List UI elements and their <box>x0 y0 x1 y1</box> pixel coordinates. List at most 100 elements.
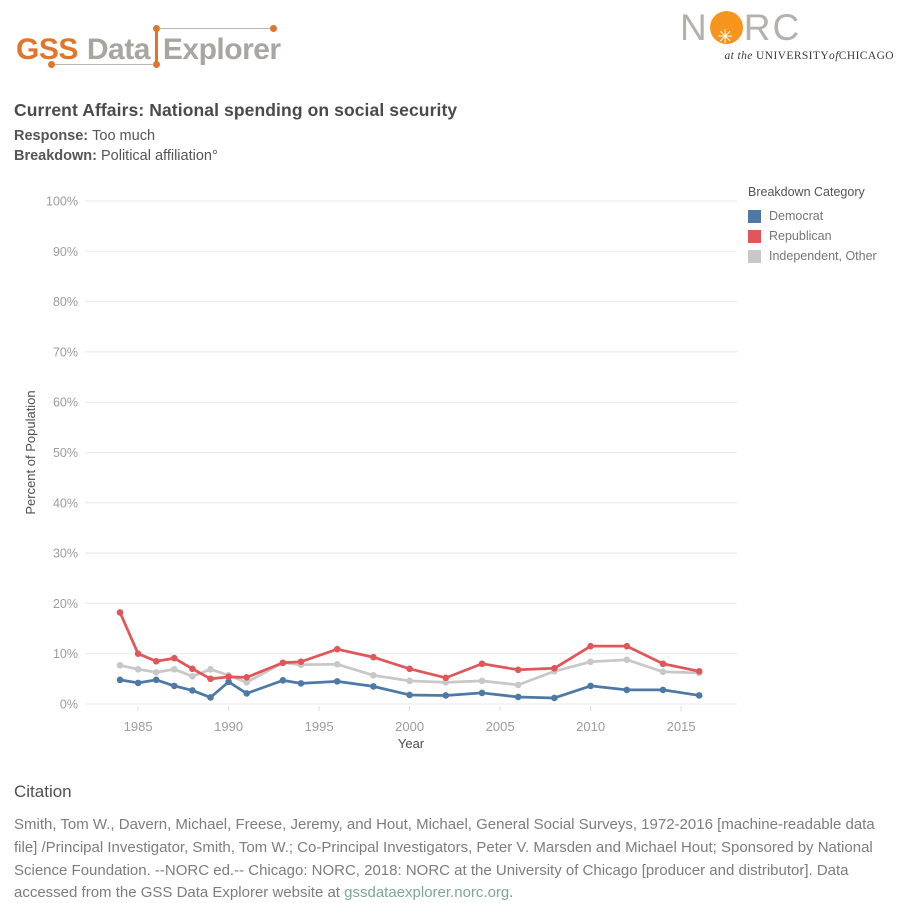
data-point <box>406 691 413 699</box>
data-point <box>623 642 631 650</box>
data-point <box>695 692 703 699</box>
norc-rc-text: RC <box>743 7 802 48</box>
data-point <box>171 682 178 690</box>
logo-gss-text: GSS <box>16 33 78 66</box>
data-point <box>243 674 250 681</box>
data-point <box>478 677 486 685</box>
data-point <box>225 673 232 681</box>
legend-swatch-icon <box>748 249 761 263</box>
data-point <box>152 657 160 665</box>
data-point <box>297 680 305 687</box>
logo-divider-decoration <box>47 25 277 68</box>
data-point <box>333 645 341 653</box>
legend-items: Democrat Republican Independent, Other <box>748 206 908 266</box>
legend-item-republican[interactable]: Republican <box>748 226 908 246</box>
data-point <box>207 665 214 673</box>
y-tick-label: 30% <box>53 547 78 561</box>
y-tick-label: 80% <box>53 295 78 309</box>
y-tick-label: 10% <box>53 647 78 661</box>
data-point <box>333 660 341 668</box>
norc-tagline: at the UNIVERSITYofCHICAGO <box>724 50 894 62</box>
data-point <box>514 681 522 689</box>
title-block: Current Affairs: National spending on so… <box>14 100 754 164</box>
data-point <box>116 676 124 684</box>
data-point <box>442 674 450 682</box>
citation-section: Citation Smith, Tom W., Davern, Michael,… <box>14 782 898 903</box>
data-point <box>478 660 486 668</box>
page-title: Current Affairs: National spending on so… <box>14 100 458 120</box>
data-point <box>551 664 558 672</box>
legend-label: Republican <box>769 229 832 243</box>
data-point <box>659 668 667 676</box>
data-point <box>171 665 178 673</box>
data-point <box>695 668 703 675</box>
breakdown-value: Political affiliation° <box>101 148 218 164</box>
legend-item-independent-other[interactable]: Independent, Other <box>748 246 908 266</box>
data-point <box>152 669 160 676</box>
data-point <box>406 665 413 673</box>
legend-label: Democrat <box>769 209 824 223</box>
chart-area: 0% 10% 20% 30% 40% 50% 60% 70% 80% 90% 100% 1985 199… <box>0 180 911 780</box>
y-tick-label: 60% <box>53 396 78 410</box>
data-point <box>243 690 250 697</box>
data-point <box>116 609 124 616</box>
data-point <box>514 666 522 674</box>
data-point <box>134 650 142 657</box>
data-point <box>370 653 377 661</box>
data-point <box>370 672 377 679</box>
norc-n-text: N <box>680 7 709 48</box>
response-value: Too much <box>92 128 156 144</box>
data-point <box>297 658 305 666</box>
response-row: Response: Too much <box>14 128 754 144</box>
breakdown-label: Breakdown: <box>14 148 97 164</box>
legend-swatch-icon <box>748 229 761 243</box>
y-tick-label: 90% <box>53 245 78 259</box>
legend-swatch-icon <box>748 209 761 223</box>
citation-heading: Citation <box>14 782 72 801</box>
data-point <box>551 694 558 702</box>
norc-logo[interactable]: N ✳ RC at the UNIVERSITYofCHICAGO <box>680 8 894 70</box>
citation-link[interactable]: gssdataexplorer.norc.org <box>344 884 510 902</box>
data-point <box>279 677 287 684</box>
y-tick-label: 70% <box>53 345 78 359</box>
x-tick-label: 2015 <box>667 719 696 734</box>
data-point <box>152 676 160 684</box>
y-tick-label: 100% <box>46 195 78 209</box>
data-point <box>116 661 124 669</box>
data-point <box>370 683 377 690</box>
data-point <box>134 665 142 673</box>
data-point <box>189 665 196 673</box>
data-point <box>207 675 214 683</box>
data-point <box>442 692 450 699</box>
data-point <box>623 656 631 664</box>
response-label: Response: <box>14 128 89 144</box>
y-tick-label: 50% <box>53 446 78 460</box>
data-point <box>587 642 594 650</box>
logo-data-text: Data <box>86 33 151 66</box>
x-tick-label: 1990 <box>214 719 243 734</box>
data-point <box>207 694 214 701</box>
data-point <box>659 660 667 668</box>
data-point <box>171 654 178 662</box>
data-point <box>243 679 250 686</box>
legend-item-democrat[interactable]: Democrat <box>748 206 908 226</box>
gss-data-explorer-logo[interactable]: GSS Data Explorer <box>16 12 286 76</box>
y-tick-label: 0% <box>60 698 78 712</box>
line-chart: 0% 10% 20% 30% 40% 50% 60% 70% 80% 90% 100% 1985 199… <box>23 195 737 751</box>
y-tick-label: 20% <box>53 597 78 611</box>
data-point <box>478 689 486 697</box>
x-tick-label: 1985 <box>124 719 153 734</box>
x-axis-title: Year <box>398 736 425 751</box>
y-tick-label: 40% <box>53 496 78 510</box>
data-point <box>189 687 196 694</box>
data-point <box>134 679 142 687</box>
data-point <box>406 677 413 685</box>
norc-star-icon: ✳ <box>709 11 743 48</box>
data-point <box>587 658 594 666</box>
x-tick-label: 2010 <box>576 719 605 734</box>
citation-text: Smith, Tom W., Davern, Michael, Freese, … <box>14 816 875 902</box>
x-tick-label: 2005 <box>486 719 515 734</box>
y-axis-title: Percent of Population <box>23 390 38 514</box>
logo-explorer-text: Explorer <box>162 33 281 66</box>
